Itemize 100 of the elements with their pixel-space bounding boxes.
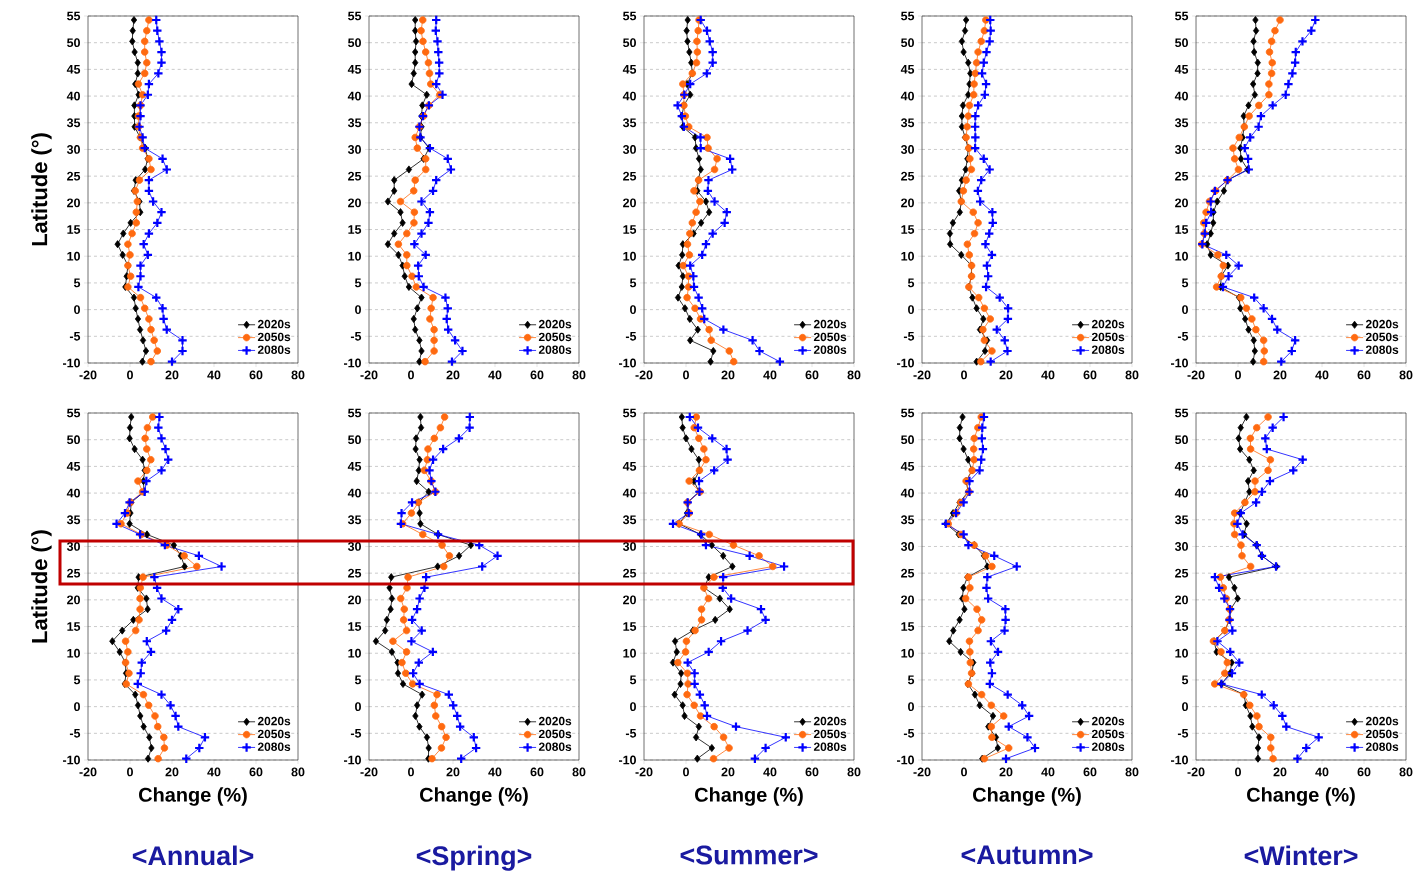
y-tick-label: 0 [1182,305,1188,315]
y-tick-label: -5 [625,728,637,738]
y-tick-label: 20 [901,198,914,208]
legend-label: 2080s [538,345,572,354]
x-tick-label: 80 [291,767,305,777]
y-tick-label: 10 [67,648,80,658]
x-tick-label: 20 [721,370,735,380]
y-tick-label: 25 [1175,171,1189,181]
legend-label: 2050s [1365,729,1399,739]
x-tick-label: 60 [805,370,819,380]
y-tick-label: 55 [623,408,637,418]
y-tick-label: 0 [630,305,636,315]
y-tick-label: 40 [622,91,636,101]
y-tick-label: 20 [348,198,361,208]
y-tick-label: 5 [354,278,362,288]
x-tick-label: 40 [1315,370,1329,380]
x-tick-label: 60 [1083,370,1097,380]
y-tick-label: 40 [622,488,636,498]
x-tick-label: -20 [79,370,97,380]
y-tick-label: 35 [622,118,637,128]
legend-label: 2020s [257,319,291,329]
y-tick-label: -5 [350,728,362,738]
x-tick-label: 20 [999,370,1013,380]
y-tick-label: 40 [66,91,80,101]
y-tick-label: 5 [629,675,637,685]
legend-label: 2020s [538,319,572,329]
y-tick-label: 25 [623,171,637,181]
x-tick-label: -20 [635,767,653,777]
y-tick-label: 30 [66,542,80,551]
x-tick-label: 60 [1357,767,1371,777]
y-tick-label: 40 [347,91,361,101]
y-tick-label: 0 [74,305,80,315]
y-tick-label: 10 [67,251,80,261]
x-axis-title: Change (%) [695,787,803,806]
x-tick-label: 20 [446,767,460,777]
x-tick-label: 40 [207,370,221,380]
y-tick-label: -10 [896,358,914,368]
x-tick-label: 20 [1273,767,1287,777]
y-tick-label: 15 [901,225,915,234]
y-tick-label: 45 [1174,462,1189,471]
y-tick-label: 35 [900,515,915,525]
y-tick-label: 5 [907,675,915,685]
y-tick-label: 30 [622,542,636,551]
legend-label: 2020s [1365,319,1399,329]
y-tick-label: 15 [901,622,915,631]
y-tick-label: 50 [67,38,80,48]
y-tick-label: 15 [623,622,637,631]
x-tick-label: 0 [127,767,133,777]
x-tick-label: 80 [291,370,305,380]
y-tick-label: 40 [1174,91,1188,101]
x-tick-label: 60 [249,370,263,380]
y-tick-label: 20 [623,595,636,605]
x-tick-label: -20 [913,370,931,380]
y-tick-label: 25 [901,171,915,181]
x-tick-label: -20 [635,370,653,380]
y-tick-label: 55 [1175,11,1189,21]
y-tick-label: 5 [1181,675,1189,685]
x-tick-label: 0 [683,370,689,380]
y-tick-label: 40 [900,91,914,101]
x-tick-label: 80 [847,370,861,380]
y-tick-label: 40 [66,488,80,498]
y-tick-label: 25 [348,568,362,578]
y-tick-label: 15 [67,225,81,234]
y-axis-title: Latitude (°) [31,133,52,246]
y-tick-label: -10 [1170,358,1188,368]
legend-label: 2080s [813,742,847,751]
y-tick-label: 5 [73,278,81,288]
y-tick-label: 30 [622,145,636,154]
y-tick-label: 35 [622,515,637,525]
x-tick-label: 80 [1125,767,1139,777]
y-tick-label: 55 [901,11,915,21]
y-tick-label: 45 [622,462,637,471]
y-tick-label: 15 [348,225,362,234]
text: <Spring> [416,845,532,871]
y-tick-label: -10 [1170,755,1188,765]
x-tick-label: 20 [721,767,735,777]
x-tick-label: 60 [1357,370,1371,380]
x-tick-label: 20 [1273,370,1287,380]
y-tick-label: 50 [348,435,361,445]
y-tick-label: 5 [1181,278,1189,288]
y-tick-label: 20 [67,198,80,208]
y-tick-label: 15 [67,622,81,631]
y-tick-label: 10 [348,648,361,658]
y-tick-label: 5 [629,278,637,288]
legend-label: 2020s [813,716,847,726]
y-tick-label: 30 [347,542,361,551]
x-tick-label: 60 [249,767,263,777]
x-tick-label: 40 [207,767,221,777]
x-tick-label: 0 [1235,370,1241,380]
x-tick-label: 0 [961,767,967,777]
x-tick-label: 60 [530,767,544,777]
legend-label: 2050s [813,332,847,342]
y-tick-label: 10 [623,251,636,261]
x-tick-label: 0 [408,767,414,777]
y-tick-label: 20 [901,595,914,605]
x-tick-label: 20 [165,370,179,380]
y-tick-label: -10 [62,358,80,368]
x-axis-title: Change (%) [1247,787,1355,806]
y-tick-label: -5 [69,331,81,341]
y-tick-label: -5 [903,728,915,738]
